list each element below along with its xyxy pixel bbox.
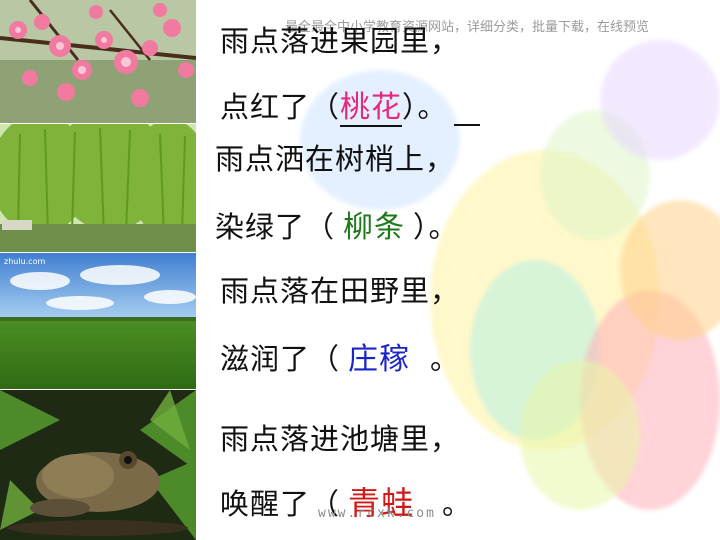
verse-4-line-2: 唤醒了（ 青蛙。 — [220, 478, 472, 524]
verse-3-answer: 庄稼 — [348, 342, 411, 377]
bg-blob-purple — [600, 40, 720, 160]
bottom-watermark: www.rcxk.com — [318, 506, 436, 521]
verse-2-line-1: 雨点洒在树梢上， — [215, 142, 456, 176]
verse-1-blank — [453, 90, 480, 126]
bg-blob-lime — [520, 360, 640, 510]
verse-1-prefix: 点红了（ — [220, 90, 341, 124]
verse-2-suffix: ）。 — [413, 210, 459, 244]
verse-3-line-1: 雨点落在田野里， — [220, 274, 461, 308]
verse-2-prefix: 染绿了（ — [215, 210, 336, 244]
frog-photo — [0, 390, 196, 540]
verse-3-prefix: 滋润了（ — [220, 342, 341, 376]
verse-1-line-2: 点红了（桃花）。 — [220, 82, 480, 127]
verse-2-line-2: 染绿了（ 柳条）。 — [215, 202, 459, 246]
verse-1-answer: 桃花 — [340, 90, 403, 127]
photo-caption: zhulu.com — [4, 257, 46, 266]
verse-1-line-1: 雨点落进果园里， — [220, 24, 461, 58]
willow-photo — [0, 124, 196, 252]
peach-blossom-photo — [0, 0, 196, 123]
bg-blob-blue — [300, 70, 460, 210]
field-photo: zhulu.com — [0, 253, 196, 389]
top-watermark: 最全最全中小学教育资源网站，详细分类，批量下载，在线预览 — [285, 20, 650, 35]
verse-4-answer: 青蛙 — [348, 484, 415, 522]
verse-4-line-1: 雨点落进池塘里， — [220, 422, 461, 456]
verse-1-suffix: ）。 — [402, 90, 448, 124]
verse-4-suffix: 。 — [442, 487, 473, 521]
bg-blob-orange — [620, 200, 720, 340]
verse-3-suffix: 。 — [430, 342, 461, 376]
verse-3-line-2: 滋润了（ 庄稼。 — [220, 334, 460, 378]
verse-2-answer: 柳条 — [343, 210, 406, 245]
verse-4-prefix: 唤醒了（ — [220, 487, 341, 521]
